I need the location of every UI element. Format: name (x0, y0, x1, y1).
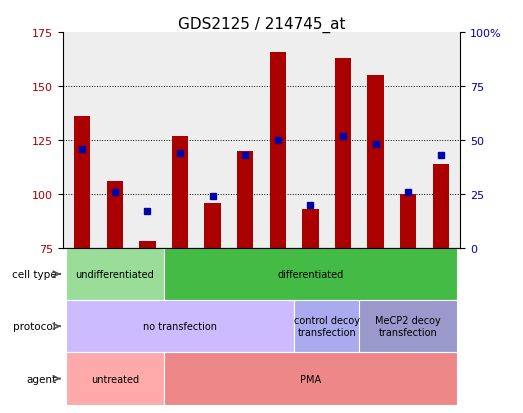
Bar (164, 353, 457, 405)
Text: untreated: untreated (91, 374, 139, 384)
Bar (66, 300, 294, 353)
Bar (302, 209, 319, 248)
Bar (74, 117, 90, 248)
Bar (204, 203, 221, 248)
Bar (164, 248, 457, 300)
Bar (335, 59, 351, 248)
Bar (367, 76, 384, 248)
Bar (172, 136, 188, 248)
Bar (237, 152, 253, 248)
Text: GDS2125 / 214745_at: GDS2125 / 214745_at (178, 17, 345, 33)
Bar (294, 300, 359, 353)
Bar (400, 195, 416, 248)
Bar (107, 182, 123, 248)
Text: PMA: PMA (300, 374, 321, 384)
Text: undifferentiated: undifferentiated (75, 269, 154, 279)
Text: cell type: cell type (12, 269, 56, 279)
Bar (139, 242, 156, 248)
Text: differentiated: differentiated (277, 269, 344, 279)
Bar (66, 248, 164, 300)
Text: protocol: protocol (14, 321, 56, 332)
Bar (270, 52, 286, 248)
Bar (359, 300, 457, 353)
Text: control decoy
transfection: control decoy transfection (293, 316, 360, 337)
Bar (433, 164, 449, 248)
Bar (66, 353, 164, 405)
Text: MeCP2 decoy
transfection: MeCP2 decoy transfection (375, 316, 441, 337)
Text: no transfection: no transfection (143, 321, 217, 332)
Text: agent: agent (26, 374, 56, 384)
